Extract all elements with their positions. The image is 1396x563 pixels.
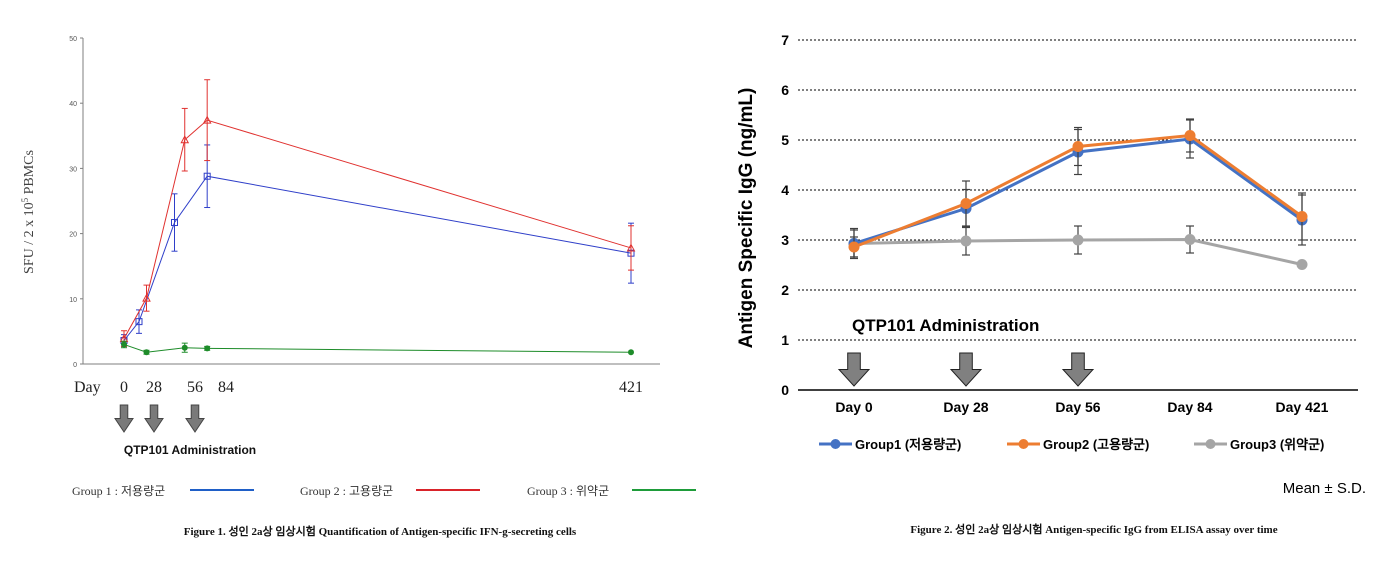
fig1-legend-label: Group 3 : 위약군: [527, 483, 609, 498]
fig2-x-tick-label: Day 56: [1055, 399, 1100, 415]
figure-1: 0 10 20 30 40 50 0 28 56 84 421 SFU / 2 x 105 PBM…: [20, 36, 696, 538]
fig2-caption: Figure 2. 성인 2a상 임상시험 Antigen-specific I…: [910, 522, 1277, 536]
fig2-y-tick-label: 6: [781, 82, 789, 98]
fig1-x-prefix: Day: [74, 379, 101, 396]
fig1-y-tick-label: 10: [69, 297, 77, 304]
fig2-y-tick-label: 0: [781, 382, 789, 398]
fig1-administration-arrow-icon: [114, 404, 134, 433]
fig1-y-tick-label: 0: [73, 362, 77, 369]
fig2-administration-arrow-icon: [1061, 352, 1095, 387]
fig2-legend-label: Group2 (고용량군): [1043, 437, 1149, 452]
fig2-administration-arrow-icon: [949, 352, 983, 387]
fig2-note-mean-sd: Mean ± S.D.: [1283, 480, 1366, 497]
fig1-data-point: [204, 345, 211, 352]
fig1-series-1: [120, 144, 635, 347]
fig2-y-tick-label: 5: [781, 132, 789, 148]
fig1-data-point: [135, 318, 143, 326]
fig2-data-point: [1072, 234, 1084, 246]
fig2-legend-marker: [830, 439, 841, 449]
fig2-legend-label: Group1 (저용량군): [855, 437, 961, 452]
fig1-administration-arrow-icon: [144, 404, 164, 433]
fig1-y-axis-label: SFU / 2 x 105 PBMCs: [20, 150, 37, 274]
fig1-legend-label: Group 2 : 고용량군: [300, 484, 393, 498]
fig1-data-point: [181, 344, 188, 351]
fig1-series-3: [121, 340, 634, 356]
fig1-data-point: [142, 293, 151, 302]
fig1-data-point: [202, 115, 212, 124]
fig2-legend-marker: [1205, 439, 1216, 449]
fig2-y-tick-label: 7: [781, 32, 789, 48]
fig2-y-tick-label: 2: [781, 282, 789, 298]
fig1-y-tick-label: 30: [69, 166, 77, 173]
fig2-legend-marker: [1018, 439, 1029, 449]
fig2-data-point: [1184, 130, 1196, 141]
fig1-data-point: [171, 219, 178, 227]
fig2-y-tick-label: 1: [781, 332, 789, 348]
fig1-x-tick-label: 56: [187, 379, 203, 396]
fig1-administration-arrow-icon: [185, 404, 205, 433]
fig1-legend-label: Group 1 : 저용량군: [72, 484, 165, 498]
fig1-y-tick-label: 20: [69, 232, 77, 239]
fig2-x-tick-label: Day 0: [835, 399, 873, 415]
fig1-y-tick-label: 50: [69, 36, 77, 43]
fig2-data-point: [848, 241, 860, 253]
fig2-legend-label: Group3 (위약군): [1230, 437, 1324, 452]
fig1-x-tick-label: 28: [146, 379, 162, 396]
fig1-x-tick-label: 0: [120, 379, 128, 396]
fig2-y-tick-label: 4: [781, 182, 789, 198]
fig2-x-tick-label: Day 28: [943, 399, 988, 415]
fig1-caption: Figure 1. 성인 2a상 임상시험 Quantification of …: [184, 524, 577, 538]
fig2-data-point: [960, 198, 972, 209]
fig1-x-tick-label: 421: [619, 379, 643, 396]
fig2-y-tick-label: 3: [781, 232, 789, 248]
fig2-administration-annotation: QTP101 Administration: [852, 316, 1039, 335]
fig2-y-axis-label: Antigen Specific IgG (ng/mL): [736, 88, 757, 349]
fig2-x-tick-label: Day 84: [1167, 399, 1212, 415]
fig1-x-tick-label: 84: [218, 379, 234, 396]
fig2-x-tick-label: Day 421: [1276, 399, 1329, 415]
fig1-data-point: [143, 349, 150, 356]
fig1-data-point: [628, 349, 634, 356]
fig2-data-point: [1072, 141, 1084, 152]
fig1-series-line: [123, 343, 632, 353]
fig2-data-point: [1296, 211, 1308, 222]
fig1-series-line: [123, 175, 632, 341]
fig2-data-point: [1184, 234, 1196, 245]
fig2-data-point: [1296, 259, 1308, 270]
fig1-data-point: [180, 135, 190, 144]
fig1-y-tick-label: 40: [69, 101, 77, 108]
fig1-data-point: [203, 172, 211, 180]
fig1-administration-annotation: QTP101 Administration: [124, 443, 256, 457]
fig1-data-point: [121, 341, 127, 348]
fig2-administration-arrow-icon: [837, 352, 871, 387]
fig2-series-2: [848, 118, 1308, 258]
fig1-data-point: [626, 243, 636, 252]
fig1-series-2: [119, 79, 636, 347]
fig2-data-point: [960, 235, 972, 247]
fig1-series-line: [123, 119, 632, 339]
fig2-series-3: [848, 225, 1308, 270]
